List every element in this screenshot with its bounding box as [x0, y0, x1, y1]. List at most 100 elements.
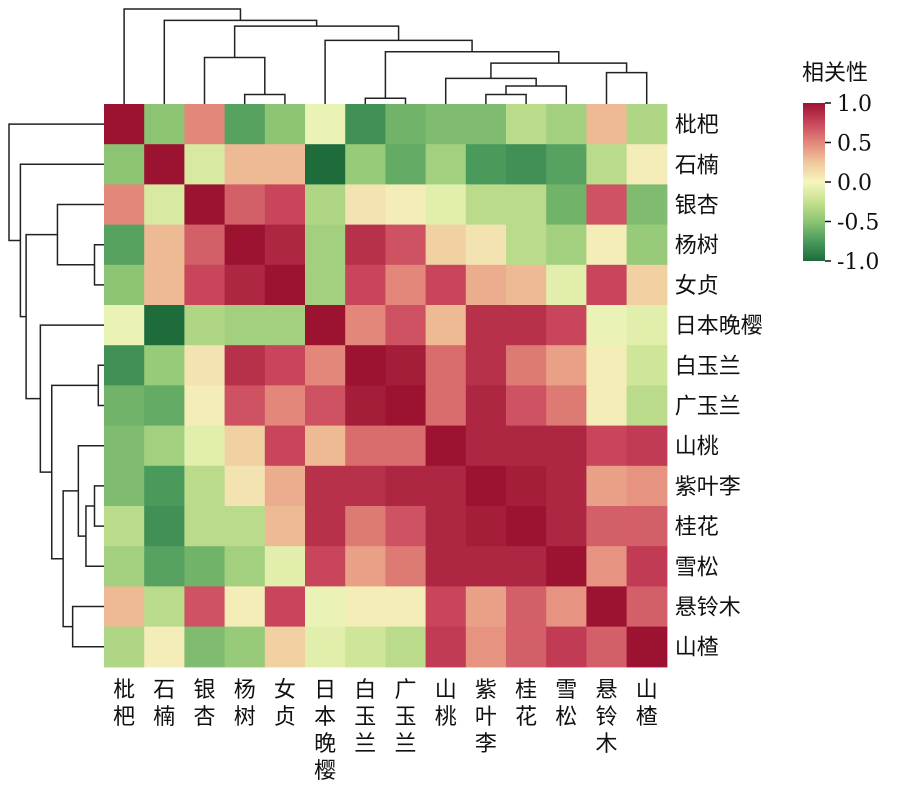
heatmap-cell — [626, 586, 668, 628]
heatmap-cell — [385, 345, 427, 386]
heatmap-cell — [465, 425, 507, 467]
heatmap-cell — [626, 264, 668, 306]
heatmap-cell — [546, 626, 587, 668]
heatmap-cell — [626, 506, 668, 547]
heatmap-cell — [465, 144, 507, 185]
heatmap-cell — [104, 546, 145, 587]
heatmap-cell — [224, 305, 266, 346]
heatmap-cell — [104, 385, 145, 427]
heatmap-cell — [465, 264, 507, 306]
dendrogram-link — [93, 243, 104, 286]
heatmap-cell — [586, 184, 628, 226]
heatmap-cell — [425, 264, 467, 306]
heatmap-cell — [626, 425, 668, 467]
heatmap-cell — [184, 626, 226, 668]
dendrogram-link — [51, 384, 99, 560]
heatmap-cell — [144, 184, 185, 226]
dendrogram-link — [19, 163, 104, 318]
colorbar-tick-label: -1.0 — [837, 250, 879, 275]
row-label: 女贞 — [675, 274, 719, 299]
heatmap-cell — [345, 626, 386, 668]
heatmap-cell — [104, 305, 145, 346]
heatmap-cell — [546, 385, 587, 427]
heatmap-cell — [144, 626, 185, 668]
heatmap-cell — [224, 626, 266, 668]
heatmap-cells — [104, 104, 668, 668]
dendrogram-link — [56, 203, 104, 266]
column-label: 雪松 — [555, 678, 577, 730]
heatmap-cell — [385, 626, 427, 668]
dendrogram-link — [364, 97, 407, 104]
heatmap-cell — [104, 425, 145, 467]
heatmap-cell — [144, 506, 185, 547]
row-label: 紫叶李 — [675, 475, 741, 500]
heatmap-cell — [184, 425, 226, 467]
heatmap-cell — [586, 506, 628, 547]
heatmap-cell — [385, 224, 427, 266]
column-label: 广玉兰 — [394, 678, 416, 757]
heatmap-cell — [465, 465, 507, 507]
heatmap-cell — [345, 144, 386, 185]
heatmap-cell — [506, 385, 547, 427]
row-label: 银杏 — [675, 194, 719, 219]
heatmap-cell — [184, 586, 226, 628]
column-label: 桂花 — [515, 678, 537, 730]
heatmap-cell — [506, 224, 547, 266]
heatmap-cell — [425, 385, 467, 427]
column-label: 石楠 — [153, 678, 175, 730]
heatmap-cell — [506, 626, 547, 668]
heatmap-cell — [626, 546, 668, 587]
heatmap-cell — [104, 144, 145, 185]
heatmap-cell — [385, 305, 427, 346]
heatmap-cell — [104, 345, 145, 386]
row-label: 山桃 — [675, 435, 719, 460]
colorbar-tick-label: -0.5 — [837, 211, 879, 236]
heatmap-cell — [385, 184, 427, 226]
column-label: 女贞 — [274, 678, 296, 730]
heatmap-cell — [144, 104, 185, 145]
heatmap-cell — [425, 144, 467, 185]
heatmap-cell — [264, 425, 306, 467]
heatmap-cell — [305, 506, 346, 547]
heatmap-cell — [626, 184, 668, 226]
heatmap-cell — [425, 425, 467, 467]
heatmap-cell — [506, 465, 547, 507]
heatmap-cell — [546, 465, 587, 507]
heatmap-cell — [626, 345, 668, 386]
column-label: 日本晚樱 — [314, 678, 336, 784]
heatmap-cell — [506, 345, 547, 386]
heatmap-cell — [184, 224, 226, 266]
heatmap-cell — [345, 104, 386, 145]
heatmap-cell — [184, 465, 226, 507]
row-label: 悬铃木 — [675, 596, 741, 621]
heatmap-cell — [345, 465, 386, 507]
heatmap-cell — [224, 465, 266, 507]
heatmap-cell — [506, 184, 547, 226]
heatmap-cell — [345, 345, 386, 386]
heatmap-cell — [465, 184, 507, 226]
heatmap-cell — [264, 586, 306, 628]
heatmap-cell — [224, 184, 266, 226]
heatmap-cell — [305, 264, 346, 306]
heatmap-cell — [305, 224, 346, 266]
heatmap-cell — [425, 626, 467, 668]
row-label: 雪松 — [675, 555, 719, 580]
row-label: 白玉兰 — [675, 354, 741, 379]
heatmap-cell — [104, 104, 145, 145]
heatmap-cell — [385, 144, 427, 185]
heatmap-cell — [305, 425, 346, 467]
heatmap-cell — [425, 586, 467, 628]
dendrogram-link — [8, 123, 104, 242]
heatmap-cell — [144, 385, 185, 427]
heatmap-cell — [345, 305, 386, 346]
heatmap-cell — [385, 385, 427, 427]
heatmap-cell — [144, 546, 185, 587]
heatmap-cell — [546, 506, 587, 547]
heatmap-cell — [224, 264, 266, 306]
heatmap-cell — [546, 546, 587, 587]
heatmap-cell — [506, 104, 547, 145]
row-label: 山楂 — [675, 636, 719, 661]
heatmap-cell — [626, 626, 668, 668]
